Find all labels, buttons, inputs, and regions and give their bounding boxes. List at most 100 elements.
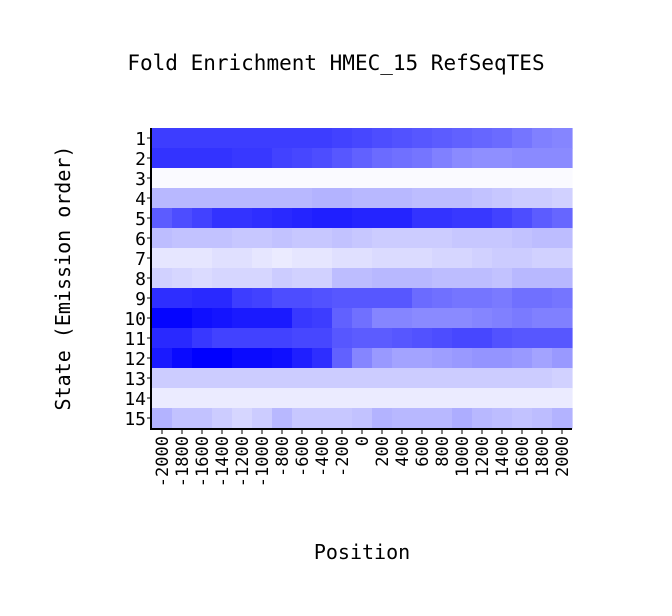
heatmap-cell-r14-c5 <box>232 388 253 409</box>
heatmap-cell-r1-c4 <box>212 128 233 149</box>
heatmap-cell-r8-c20 <box>532 268 553 289</box>
heatmap-cell-r15-c19 <box>512 408 533 429</box>
heatmap-cell-r8-c5 <box>232 268 253 289</box>
heatmap-cell-r10-c5 <box>232 308 253 329</box>
heatmap-cell-r5-c2 <box>172 208 193 229</box>
heatmap-cell-r13-c12 <box>372 368 393 389</box>
x-tick-label: 1000 <box>453 436 473 477</box>
heatmap-cell-r2-c6 <box>252 148 273 169</box>
heatmap-cell-r9-c16 <box>452 288 473 309</box>
heatmap-cell-r5-c18 <box>492 208 513 229</box>
heatmap-cell-r3-c10 <box>332 168 353 189</box>
y-tick-label: 13 <box>124 369 146 390</box>
chart-title: Fold Enrichment HMEC_15 RefSeqTES <box>127 51 544 75</box>
heatmap-cell-r8-c18 <box>492 268 513 289</box>
heatmap-cell-r2-c3 <box>192 148 213 169</box>
heatmap-cell-r5-c16 <box>452 208 473 229</box>
y-tick-label: 6 <box>135 229 146 250</box>
heatmap-cell-r11-c14 <box>412 328 433 349</box>
heatmap-cell-r12-c14 <box>412 348 433 369</box>
heatmap-cell-r8-c9 <box>312 268 333 289</box>
heatmap-cell-r11-c8 <box>292 328 313 349</box>
x-tick-label: -1200 <box>233 436 253 487</box>
heatmap-cell-r5-c21 <box>552 208 573 229</box>
heatmap-cell-r9-c13 <box>392 288 413 309</box>
heatmap-cell-r10-c9 <box>312 308 333 329</box>
heatmap-cell-r6-c12 <box>372 228 393 249</box>
heatmap-cell-r7-c1 <box>152 248 173 269</box>
x-tick-label: -800 <box>273 436 293 477</box>
heatmap-cell-r8-c7 <box>272 268 293 289</box>
heatmap-cell-r8-c16 <box>452 268 473 289</box>
heatmap-cell-r15-c2 <box>172 408 193 429</box>
heatmap-cell-r8-c3 <box>192 268 213 289</box>
heatmap-cell-r3-c13 <box>392 168 413 189</box>
heatmap-cell-r15-c11 <box>352 408 373 429</box>
heatmap-cell-r4-c15 <box>432 188 453 209</box>
heatmap-cell-r12-c11 <box>352 348 373 369</box>
heatmap-cell-r15-c21 <box>552 408 573 429</box>
heatmap-cell-r8-c21 <box>552 268 573 289</box>
heatmap-cell-r10-c12 <box>372 308 393 329</box>
heatmap-cell-r7-c10 <box>332 248 353 269</box>
heatmap-cell-r1-c10 <box>332 128 353 149</box>
heatmap-cell-r6-c20 <box>532 228 553 249</box>
heatmap-cell-r7-c6 <box>252 248 273 269</box>
heatmap-cell-r15-c17 <box>472 408 493 429</box>
heatmap-cell-r12-c1 <box>152 348 173 369</box>
heatmap-cell-r12-c3 <box>192 348 213 369</box>
y-tick-label: 9 <box>135 289 146 310</box>
heatmap-cell-r12-c9 <box>312 348 333 369</box>
heatmap-cell-r4-c16 <box>452 188 473 209</box>
heatmap-cell-r2-c15 <box>432 148 453 169</box>
heatmap-cell-r14-c21 <box>552 388 573 409</box>
heatmap-cell-r13-c17 <box>472 368 493 389</box>
heatmap-cell-r4-c17 <box>472 188 493 209</box>
heatmap-cell-r7-c4 <box>212 248 233 269</box>
heatmap-cell-r1-c7 <box>272 128 293 149</box>
heatmap-cell-r1-c16 <box>452 128 473 149</box>
heatmap-cell-r14-c13 <box>392 388 413 409</box>
heatmap-cell-r14-c10 <box>332 388 353 409</box>
x-tick-label: -1600 <box>193 436 213 487</box>
heatmap-cell-r8-c17 <box>472 268 493 289</box>
heatmap-cell-r11-c15 <box>432 328 453 349</box>
heatmap-cell-r4-c18 <box>492 188 513 209</box>
heatmap-cell-r6-c2 <box>172 228 193 249</box>
x-tick-label: 200 <box>373 436 393 467</box>
heatmap-cell-r3-c3 <box>192 168 213 189</box>
heatmap-cell-r4-c20 <box>532 188 553 209</box>
heatmap-cell-r8-c10 <box>332 268 353 289</box>
heatmap-cell-r3-c1 <box>152 168 173 189</box>
axis-ticks <box>147 137 563 434</box>
heatmap-cell-r12-c8 <box>292 348 313 369</box>
x-tick-label: 1800 <box>533 436 553 477</box>
heatmap-cell-r14-c17 <box>472 388 493 409</box>
heatmap-cell-r10-c6 <box>252 308 273 329</box>
y-tick-label: 1 <box>135 129 146 150</box>
heatmap-cell-r15-c7 <box>272 408 293 429</box>
heatmap-cell-r14-c8 <box>292 388 313 409</box>
heatmap-cell-r4-c2 <box>172 188 193 209</box>
heatmap-cell-r12-c13 <box>392 348 413 369</box>
heatmap-cell-r15-c3 <box>192 408 213 429</box>
heatmap-cell-r14-c16 <box>452 388 473 409</box>
heatmap-cell-r11-c10 <box>332 328 353 349</box>
heatmap-cell-r4-c10 <box>332 188 353 209</box>
heatmap-cell-r3-c2 <box>172 168 193 189</box>
heatmap-cell-r4-c7 <box>272 188 293 209</box>
x-tick-label: 2000 <box>553 436 573 477</box>
heatmap-cell-r11-c1 <box>152 328 173 349</box>
heatmap-cell-r12-c15 <box>432 348 453 369</box>
heatmap-cell-r7-c16 <box>452 248 473 269</box>
heatmap-cell-r14-c15 <box>432 388 453 409</box>
y-tick-label: 8 <box>135 269 146 290</box>
heatmap-cell-r1-c12 <box>372 128 393 149</box>
heatmap-cell-r10-c20 <box>532 308 553 329</box>
heatmap-cell-r12-c18 <box>492 348 513 369</box>
heatmap-cell-r10-c14 <box>412 308 433 329</box>
heatmap-cell-r13-c2 <box>172 368 193 389</box>
x-tick-label: 400 <box>393 436 413 467</box>
heatmap-cell-r3-c11 <box>352 168 373 189</box>
